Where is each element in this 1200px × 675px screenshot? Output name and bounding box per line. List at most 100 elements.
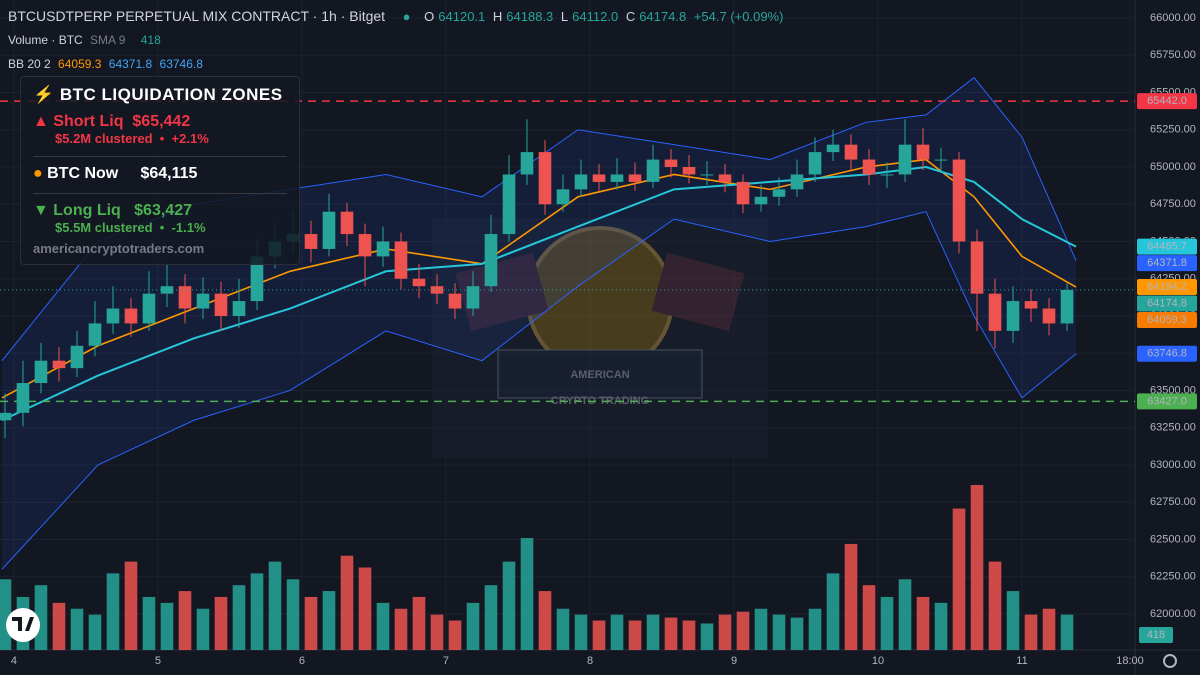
candle-body — [394, 241, 408, 279]
ohlc-value: 64188.3 — [506, 9, 554, 24]
candle — [412, 263, 426, 299]
volume-bar — [790, 617, 804, 650]
candle-body — [304, 234, 318, 249]
volume-bar — [898, 579, 912, 650]
candle-body — [826, 144, 840, 153]
bb-row: BB 20 2 64059.3 64371.8 63746.8 — [8, 57, 207, 71]
candle — [394, 232, 408, 290]
candle-body — [358, 234, 372, 257]
volume-bar — [862, 585, 876, 650]
sma-label: SMA 9 — [90, 33, 126, 47]
x-tick-label: 4 — [11, 655, 17, 667]
price-label: 64194.2 — [1147, 281, 1187, 293]
candle — [574, 159, 588, 197]
volume-bar — [538, 591, 552, 650]
candle — [1060, 283, 1074, 331]
volume-bar — [952, 508, 966, 650]
volume-bar — [34, 585, 48, 650]
candle — [700, 161, 714, 185]
candle-body — [466, 286, 480, 309]
y-tick-label: 62500.00 — [1150, 533, 1196, 545]
y-tick-label: 62000.00 — [1150, 608, 1196, 620]
volume-bar — [664, 617, 678, 650]
volume-bar — [304, 596, 318, 650]
watermark-coin — [526, 226, 674, 374]
bb-label[interactable]: BB 20 2 — [8, 57, 51, 71]
candle — [142, 271, 156, 331]
candle-body — [646, 159, 660, 182]
candle-body — [448, 293, 462, 309]
price-label: 64465.7 — [1147, 241, 1187, 253]
volume-bar — [1024, 614, 1038, 650]
x-tick-label: 5 — [155, 655, 161, 667]
short-row: ▲ Short Liq $65,442 — [33, 113, 191, 130]
x-tick-label: 6 — [299, 655, 305, 667]
candle — [844, 134, 858, 170]
long-price: $63,427 — [134, 202, 192, 219]
candle — [610, 158, 624, 190]
price-label-box — [1137, 93, 1197, 110]
candle-body — [34, 360, 48, 384]
site[interactable]: americancryptotraders.com — [33, 241, 205, 256]
candle-body — [592, 174, 606, 182]
candle — [952, 152, 966, 254]
candle — [862, 149, 876, 185]
candle — [646, 144, 660, 188]
long-note-row: $5.5M clustered • -1.1% — [55, 220, 206, 235]
candle-body — [1042, 308, 1056, 324]
ohlc-label: H — [492, 9, 503, 24]
candle — [0, 393, 12, 439]
volume-bar — [718, 614, 732, 650]
volume-bar — [988, 561, 1002, 650]
volume-row: Volume · BTC SMA 9 418 — [8, 33, 165, 47]
volume-bar — [628, 620, 642, 650]
candle-body — [1024, 301, 1038, 309]
volume-bar — [844, 543, 858, 650]
candle-body — [70, 345, 84, 369]
candle — [124, 298, 138, 337]
candle-body — [0, 412, 12, 421]
status-dot: ● — [402, 9, 411, 24]
candle — [556, 174, 570, 212]
volume-bar — [88, 614, 102, 650]
candle-body — [376, 241, 390, 257]
x-tick-label: 10 — [872, 655, 884, 667]
watermark-flag — [651, 252, 745, 332]
candle-body — [232, 301, 246, 316]
candle-body — [502, 174, 516, 235]
candle-body — [718, 174, 732, 182]
volume-bar — [754, 608, 768, 650]
y-tick-label: 63250.00 — [1150, 422, 1196, 434]
candle — [808, 137, 822, 182]
candle — [52, 347, 66, 382]
price-label-box — [1137, 393, 1197, 410]
candle-body — [844, 144, 858, 160]
volume-label[interactable]: Volume · BTC — [8, 33, 83, 47]
liquidation-panel: ⚡ BTC LIQUIDATION ZONES ▲ Short Liq $65,… — [20, 76, 300, 265]
candle-body — [916, 144, 930, 160]
symbol[interactable]: BTCUSDTPERP PERPETUAL MIX CONTRACT · 1h … — [8, 8, 386, 24]
candle-body — [520, 152, 534, 175]
candle-body — [934, 159, 948, 161]
x-tick-label: 11 — [1016, 655, 1027, 667]
candle — [826, 129, 840, 162]
x-tick-label: 9 — [731, 655, 737, 667]
volume-bar — [160, 602, 174, 650]
settings-icon[interactable] — [1163, 654, 1177, 668]
logo — [6, 608, 40, 642]
volume-bar — [232, 585, 246, 650]
volume-bar — [772, 614, 786, 650]
volume-bar — [1060, 614, 1074, 650]
candle — [160, 263, 174, 308]
candle-body — [610, 174, 624, 182]
short-change: +2.1% — [171, 131, 209, 146]
long-change: -1.1% — [171, 220, 206, 235]
volume-bar — [268, 561, 282, 650]
candle-body — [322, 211, 336, 249]
y-tick-label: 65750.00 — [1150, 49, 1196, 61]
candle — [502, 155, 516, 242]
price-label: 64059.3 — [1147, 314, 1187, 326]
volume-value: 418 — [140, 33, 161, 47]
volume-bar — [808, 608, 822, 650]
